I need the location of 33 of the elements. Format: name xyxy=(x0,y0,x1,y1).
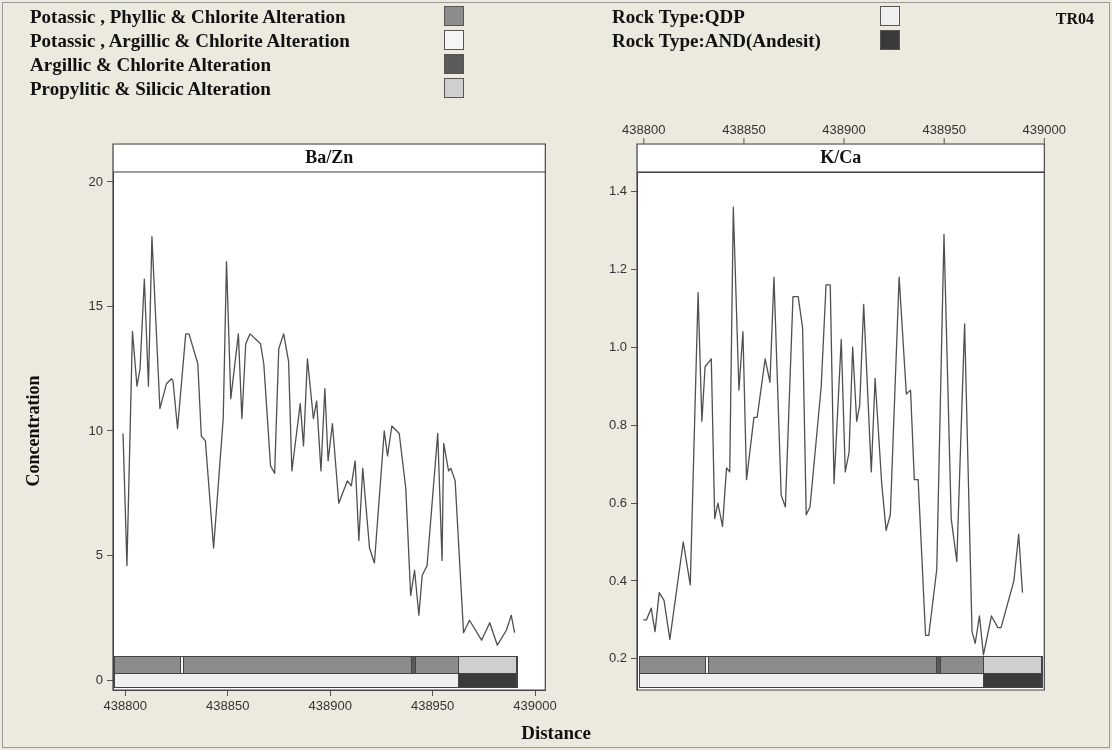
x-tick-label: 438850 xyxy=(722,121,766,137)
x-tick-label: 438900 xyxy=(822,121,866,137)
text: Rock Type:AND(Andesit) xyxy=(612,30,821,52)
y-tick-label: 1.4 xyxy=(608,183,627,199)
y-tick-label: 0.6 xyxy=(608,494,627,510)
y-tick-label: 1.0 xyxy=(608,338,627,354)
y-tick-label: 5 xyxy=(95,547,103,563)
text: Propylitic & Silicic Alteration xyxy=(30,78,271,100)
y-tick-label: 20 xyxy=(88,173,103,189)
y-axis-title: Concentration xyxy=(23,375,44,487)
text: Potassic , Argillic & Chlorite Alteration xyxy=(30,30,350,52)
y-tick-label: 10 xyxy=(88,422,103,438)
x-tick-label: 438850 xyxy=(206,698,250,714)
x-tick-label: 438950 xyxy=(410,698,455,714)
y-tick-label: 1.2 xyxy=(608,260,627,276)
text: Argillic & Chlorite Alteration xyxy=(30,54,272,76)
x-tick-label: 438950 xyxy=(922,121,966,137)
x-tick-label: 438800 xyxy=(103,698,147,714)
x-tick-label: 439000 xyxy=(513,698,557,714)
y-tick-label: 0.4 xyxy=(608,572,627,588)
text: Rock Type:QDP xyxy=(612,6,745,28)
y-tick-label: 0.8 xyxy=(608,416,627,432)
x-axis-title: Distance xyxy=(521,722,591,744)
y-tick-label: 0 xyxy=(95,671,103,687)
x-tick-label: 438900 xyxy=(308,698,352,714)
x-tick-label: 438800 xyxy=(622,121,666,137)
text: TR04 xyxy=(1055,9,1094,29)
chart-title: Ba/Zn xyxy=(305,146,354,167)
y-tick-label: 0.2 xyxy=(608,650,627,666)
chart-title: K/Ca xyxy=(820,146,862,167)
x-tick-label: 439000 xyxy=(1022,121,1067,137)
y-tick-label: 15 xyxy=(88,298,103,314)
text: Potassic , Phyllic & Chlorite Alteration xyxy=(30,6,346,28)
